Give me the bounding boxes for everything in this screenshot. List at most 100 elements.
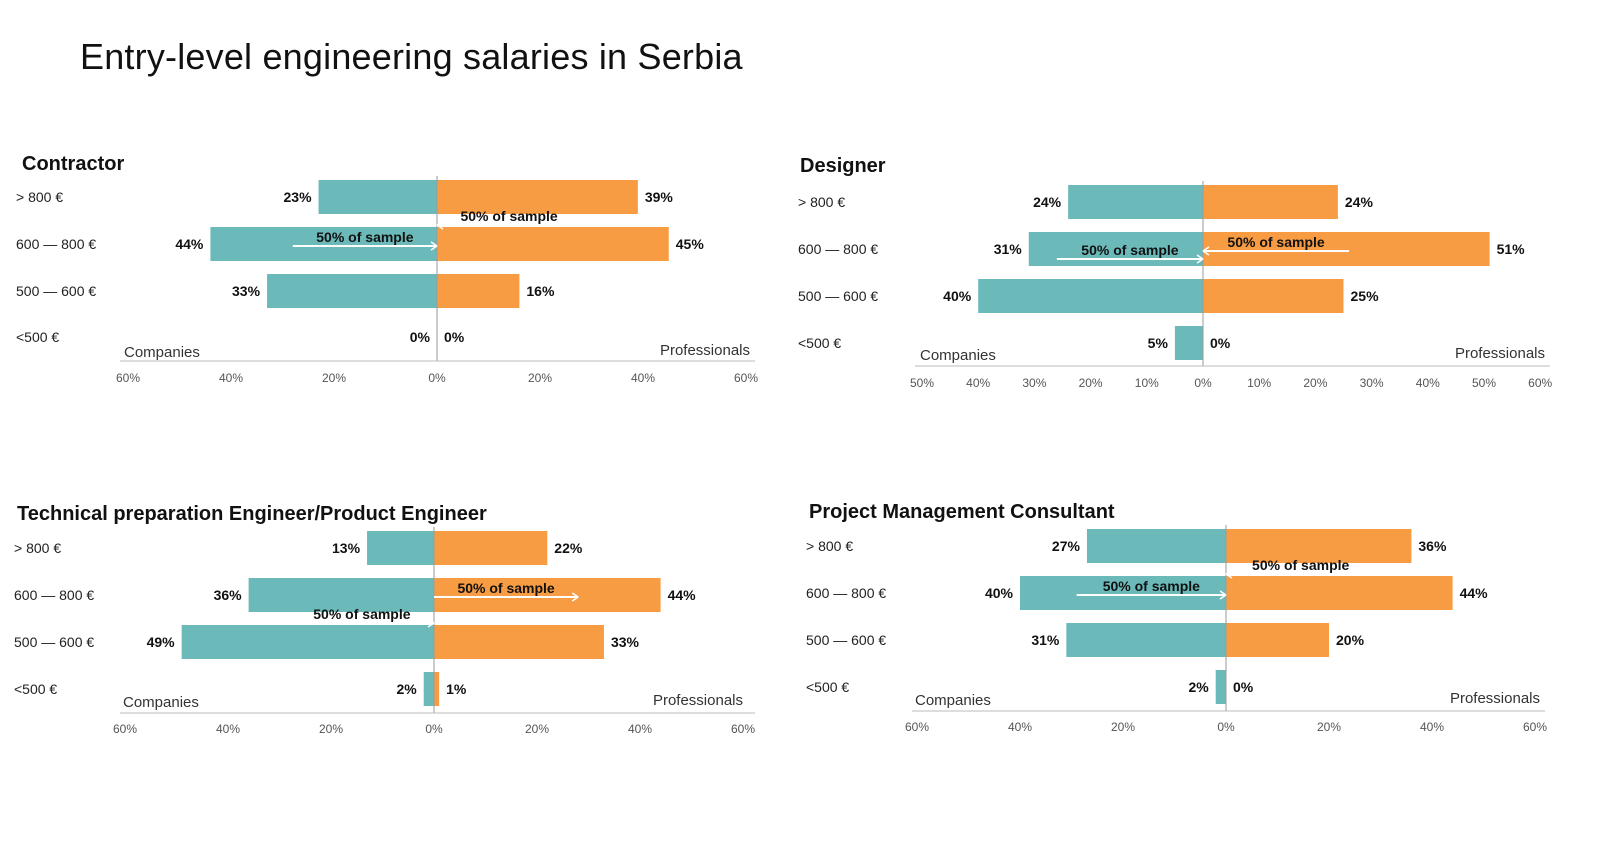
- category-label: 500 — 600 €: [806, 632, 886, 648]
- bar-companies-500-600: [978, 279, 1203, 313]
- x-tick-label: 40%: [1008, 720, 1032, 734]
- data-label-companies: 40%: [943, 288, 972, 304]
- data-label-companies: 23%: [284, 189, 313, 205]
- sample-arrowhead-professionals: [1202, 246, 1210, 256]
- data-label-companies: 31%: [994, 241, 1023, 257]
- category-label: <500 €: [14, 681, 57, 697]
- data-label-companies: 40%: [985, 585, 1014, 601]
- data-label-companies: 5%: [1148, 335, 1169, 351]
- chart-title: Designer: [800, 155, 886, 177]
- x-tick-label: 60%: [1523, 720, 1547, 734]
- sample-annotation-companies: 50% of sample: [313, 606, 410, 622]
- sample-annotation-professionals: 50% of sample: [457, 580, 554, 596]
- x-tick-label: 10%: [1247, 376, 1271, 390]
- x-tick-label: 40%: [1416, 376, 1440, 390]
- x-tick-label: 30%: [1022, 376, 1046, 390]
- x-tick-label: 40%: [219, 371, 243, 385]
- category-label: <500 €: [798, 335, 841, 351]
- data-label-professionals: 45%: [676, 236, 705, 252]
- x-tick-label: 0%: [425, 722, 443, 736]
- data-label-professionals: 33%: [611, 634, 640, 650]
- bar-companies-500: [1174, 326, 1203, 360]
- bar-professionals-500-600: [434, 625, 604, 659]
- x-tick-label: 20%: [322, 371, 346, 385]
- x-tick-label: 40%: [628, 722, 652, 736]
- data-label-professionals: 22%: [554, 540, 583, 556]
- category-label: 600 — 800 €: [806, 585, 886, 601]
- bar-professionals-800: [1226, 529, 1412, 563]
- chart-designer: Designer > 800 € 24% 24% 600 — 800 € 31% 51% 50…: [798, 155, 1553, 390]
- side-label-professionals: Professionals: [1450, 690, 1540, 707]
- bar-companies-500-600: [181, 625, 434, 659]
- x-tick-label: 20%: [1317, 720, 1341, 734]
- category-label: 600 — 800 €: [14, 587, 94, 603]
- x-tick-label: 40%: [1420, 720, 1444, 734]
- data-label-professionals: 1%: [446, 681, 467, 697]
- bar-professionals-600-800: [434, 578, 661, 612]
- bar-companies-500-600: [267, 274, 437, 308]
- sample-arrowhead-companies: [427, 618, 435, 628]
- x-tick-label: 20%: [528, 371, 552, 385]
- chart-title: Project Management Consultant: [809, 501, 1115, 523]
- sample-annotation-professionals: 50% of sample: [460, 208, 557, 224]
- x-tick-label: 40%: [216, 722, 240, 736]
- category-label: > 800 €: [806, 538, 853, 554]
- side-label-professionals: Professionals: [660, 342, 750, 359]
- category-label: 500 — 600 €: [798, 288, 878, 304]
- data-label-companies: 33%: [232, 283, 261, 299]
- sample-arrowhead-companies: [1196, 254, 1204, 264]
- category-label: 500 — 600 €: [16, 283, 96, 299]
- sample-annotation-professionals: 50% of sample: [1227, 234, 1324, 250]
- bar-companies-800: [1086, 529, 1226, 563]
- data-label-professionals: 36%: [1418, 538, 1447, 554]
- data-label-companies: 24%: [1033, 194, 1062, 210]
- data-label-professionals: 39%: [645, 189, 674, 205]
- x-tick-label: 40%: [966, 376, 990, 390]
- x-tick-label: 20%: [1111, 720, 1135, 734]
- data-label-companies: 0%: [410, 329, 431, 345]
- x-tick-label: 20%: [319, 722, 343, 736]
- chart-title: Technical preparation Engineer/Product E…: [17, 503, 487, 525]
- data-label-companies: 49%: [147, 634, 176, 650]
- x-tick-label: 60%: [113, 722, 137, 736]
- data-label-professionals: 51%: [1497, 241, 1526, 257]
- x-tick-label: 60%: [734, 371, 758, 385]
- category-label: > 800 €: [14, 540, 61, 556]
- bar-professionals-600-800: [1203, 232, 1490, 266]
- bar-professionals-800: [437, 180, 638, 214]
- data-label-companies: 13%: [332, 540, 361, 556]
- bar-professionals-500-600: [1203, 279, 1344, 313]
- sample-arrowhead-professionals: [571, 592, 579, 602]
- x-tick-label: 10%: [1135, 376, 1159, 390]
- sample-arrowhead-companies: [1219, 590, 1227, 600]
- sample-arrowhead-professionals: [436, 220, 444, 230]
- sample-annotation-professionals: 50% of sample: [1252, 557, 1349, 573]
- chart-project-management-consultant: Project Management Consultant > 800 € 27% 3…: [806, 501, 1547, 734]
- side-label-companies: Companies: [124, 344, 200, 361]
- x-tick-label: 20%: [1303, 376, 1327, 390]
- x-tick-label: 30%: [1360, 376, 1384, 390]
- bar-companies-600-800: [210, 227, 437, 261]
- category-label: <500 €: [806, 679, 849, 695]
- data-label-professionals: 0%: [1210, 335, 1231, 351]
- x-tick-label: 50%: [910, 376, 934, 390]
- bar-professionals-500-600: [1226, 623, 1329, 657]
- data-label-professionals: 25%: [1351, 288, 1380, 304]
- chart-title: Contractor: [22, 153, 124, 175]
- x-tick-label: 60%: [1528, 376, 1552, 390]
- bar-professionals-800: [1203, 185, 1338, 219]
- side-label-companies: Companies: [123, 694, 199, 711]
- bar-professionals-800: [434, 531, 548, 565]
- data-label-professionals: 44%: [1460, 585, 1489, 601]
- bar-professionals-500-600: [437, 274, 520, 308]
- data-label-companies: 2%: [396, 681, 417, 697]
- side-label-companies: Companies: [920, 347, 996, 364]
- chart-technical-preparation-engineer: Technical preparation Engineer/Product E…: [14, 503, 755, 736]
- x-tick-label: 60%: [116, 371, 140, 385]
- bar-companies-800: [318, 180, 437, 214]
- bar-companies-800: [367, 531, 434, 565]
- data-label-professionals: 20%: [1336, 632, 1365, 648]
- bar-companies-500: [1215, 670, 1226, 704]
- sample-arrowhead-professionals: [1225, 569, 1233, 579]
- data-label-companies: 2%: [1188, 679, 1209, 695]
